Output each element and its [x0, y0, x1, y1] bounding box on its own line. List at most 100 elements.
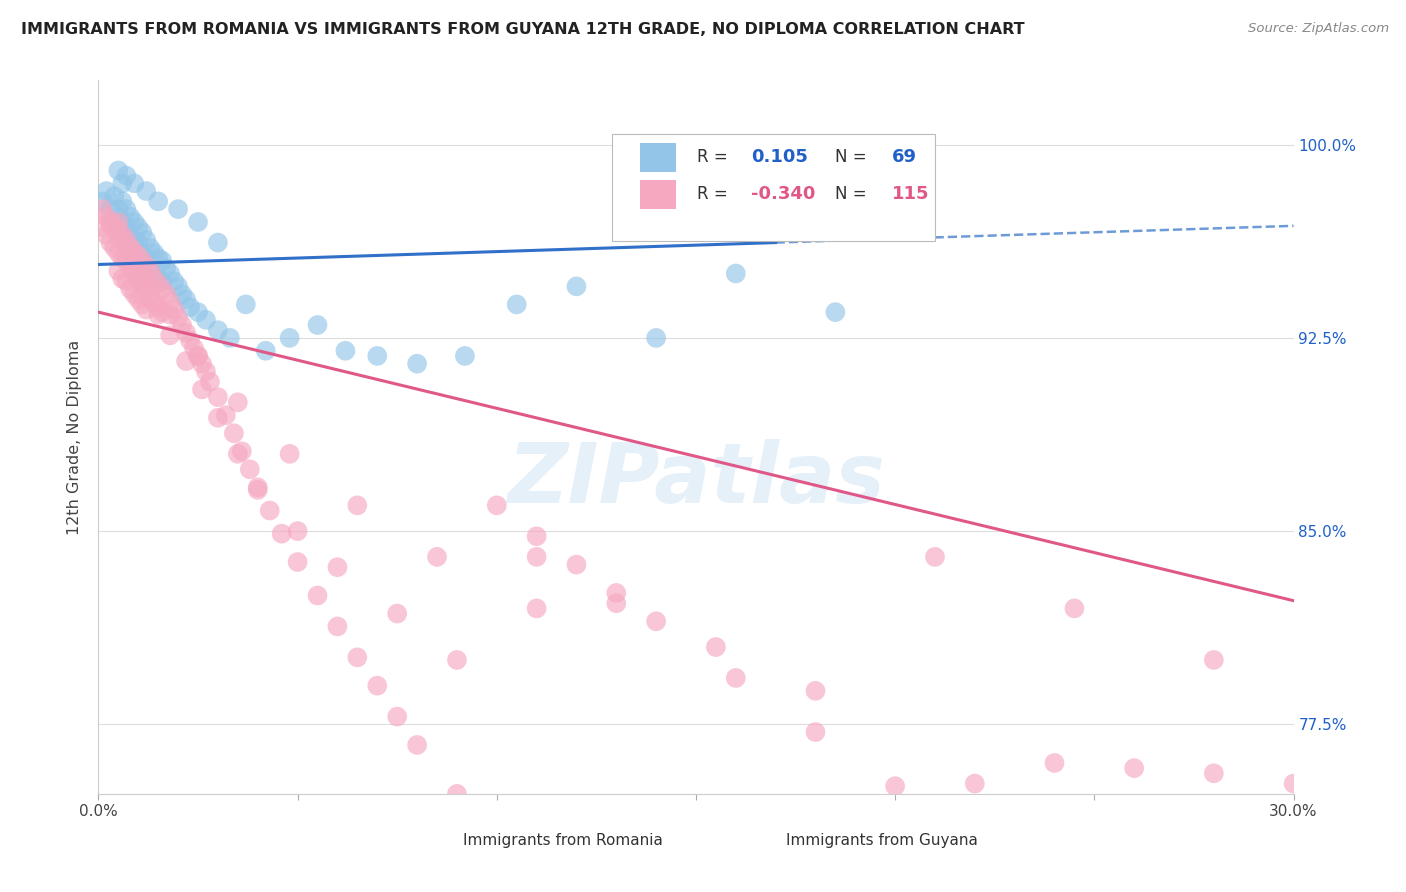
Point [198, 375, 221, 389]
Point [159, 308, 181, 322]
Point [143, 294, 166, 309]
Point [98, 218, 122, 232]
Point [366, 679, 388, 693]
Point [135, 184, 157, 198]
Point [91, 194, 114, 209]
Point [131, 277, 153, 291]
Point [111, 215, 134, 229]
Point [385, 607, 409, 621]
Point [131, 297, 153, 311]
Point [135, 259, 157, 273]
Point [148, 277, 170, 291]
Point [307, 318, 329, 332]
Point [96, 210, 118, 224]
Point [187, 215, 209, 229]
Point [804, 725, 827, 739]
Point [127, 248, 149, 262]
Point [131, 225, 153, 239]
Point [111, 233, 134, 247]
Point [226, 395, 249, 409]
Point [124, 287, 146, 301]
Point [127, 220, 149, 235]
Point [135, 302, 157, 317]
Point [506, 297, 529, 311]
Point [366, 349, 388, 363]
Point [454, 349, 477, 363]
Point [120, 241, 142, 255]
Point [724, 267, 747, 281]
Point [226, 447, 249, 461]
Text: 115: 115 [891, 186, 929, 203]
Point [124, 246, 146, 260]
Point [103, 215, 125, 229]
Point [287, 524, 309, 538]
Text: Immigrants from Guyana: Immigrants from Guyana [786, 833, 977, 847]
Point [385, 709, 409, 723]
Point [103, 220, 125, 235]
Point [179, 300, 201, 314]
Point [605, 586, 627, 600]
Point [107, 264, 129, 278]
Point [107, 220, 129, 235]
Point [131, 264, 153, 278]
Text: N =: N = [835, 148, 866, 166]
Point [307, 589, 329, 603]
Point [183, 341, 205, 355]
Point [167, 310, 190, 325]
Y-axis label: 12th Grade, No Diploma: 12th Grade, No Diploma [67, 340, 83, 534]
Point [111, 251, 134, 265]
Point [174, 292, 197, 306]
Text: ZIPatlas: ZIPatlas [508, 440, 884, 520]
Point [148, 194, 170, 209]
FancyBboxPatch shape [613, 134, 935, 241]
Point [107, 223, 129, 237]
Point [155, 261, 177, 276]
Point [278, 447, 301, 461]
Point [526, 549, 548, 564]
Point [219, 331, 242, 345]
Point [804, 683, 827, 698]
Point [191, 357, 214, 371]
Point [172, 318, 194, 332]
Point [179, 334, 201, 348]
Point [115, 233, 138, 247]
Point [246, 483, 269, 497]
Point [704, 640, 727, 654]
Point [824, 305, 846, 319]
Point [259, 503, 281, 517]
Point [135, 251, 157, 265]
Point [346, 499, 368, 513]
Point [139, 292, 162, 306]
Point [115, 169, 138, 183]
Point [174, 354, 197, 368]
Point [187, 349, 209, 363]
Text: Source: ZipAtlas.com: Source: ZipAtlas.com [1249, 22, 1389, 36]
Text: -0.340: -0.340 [751, 186, 815, 203]
Point [135, 271, 157, 285]
Point [526, 529, 548, 543]
Point [124, 261, 146, 276]
Point [127, 271, 149, 285]
Point [148, 308, 170, 322]
Point [187, 349, 209, 363]
Point [207, 323, 229, 337]
Point [96, 184, 118, 198]
Point [335, 343, 357, 358]
Point [246, 480, 269, 494]
Point [159, 267, 181, 281]
Point [191, 383, 214, 397]
Point [406, 357, 429, 371]
Point [565, 279, 588, 293]
Point [139, 264, 162, 278]
Point [172, 287, 194, 301]
Point [96, 227, 118, 242]
Point [605, 596, 627, 610]
Point [1063, 601, 1085, 615]
Point [124, 215, 146, 229]
Point [645, 614, 668, 628]
Point [207, 235, 229, 250]
Point [120, 227, 142, 242]
Point [159, 294, 181, 309]
Point [115, 253, 138, 268]
Point [326, 619, 349, 633]
